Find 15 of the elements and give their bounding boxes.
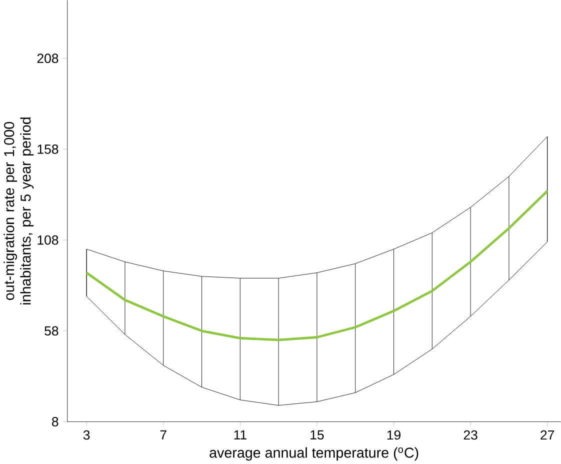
x-tick-label: 7 [160,430,166,440]
x-tick-label: 23 [464,430,478,440]
y-tick-label: 208 [37,54,58,63]
x-tick-label: 27 [540,430,554,440]
x-tick-label: 15 [310,430,324,440]
x-tick-label: 19 [387,430,400,440]
y-tick-label: 158 [38,144,58,154]
y-tick-label: 58 [44,326,58,336]
x-tick-label: 3 [83,430,90,440]
y-axis-title: out-migration rate per 1,000 inhabitants, per 5 year period [4,117,34,304]
x-tick-label: 11 [234,430,246,440]
line-series [85,190,549,342]
y-tick-label: 108 [38,235,58,245]
x-axis-title: average annual temperature ($^{o}$C) [210,447,418,460]
y-tick-label: 8 [52,416,58,426]
